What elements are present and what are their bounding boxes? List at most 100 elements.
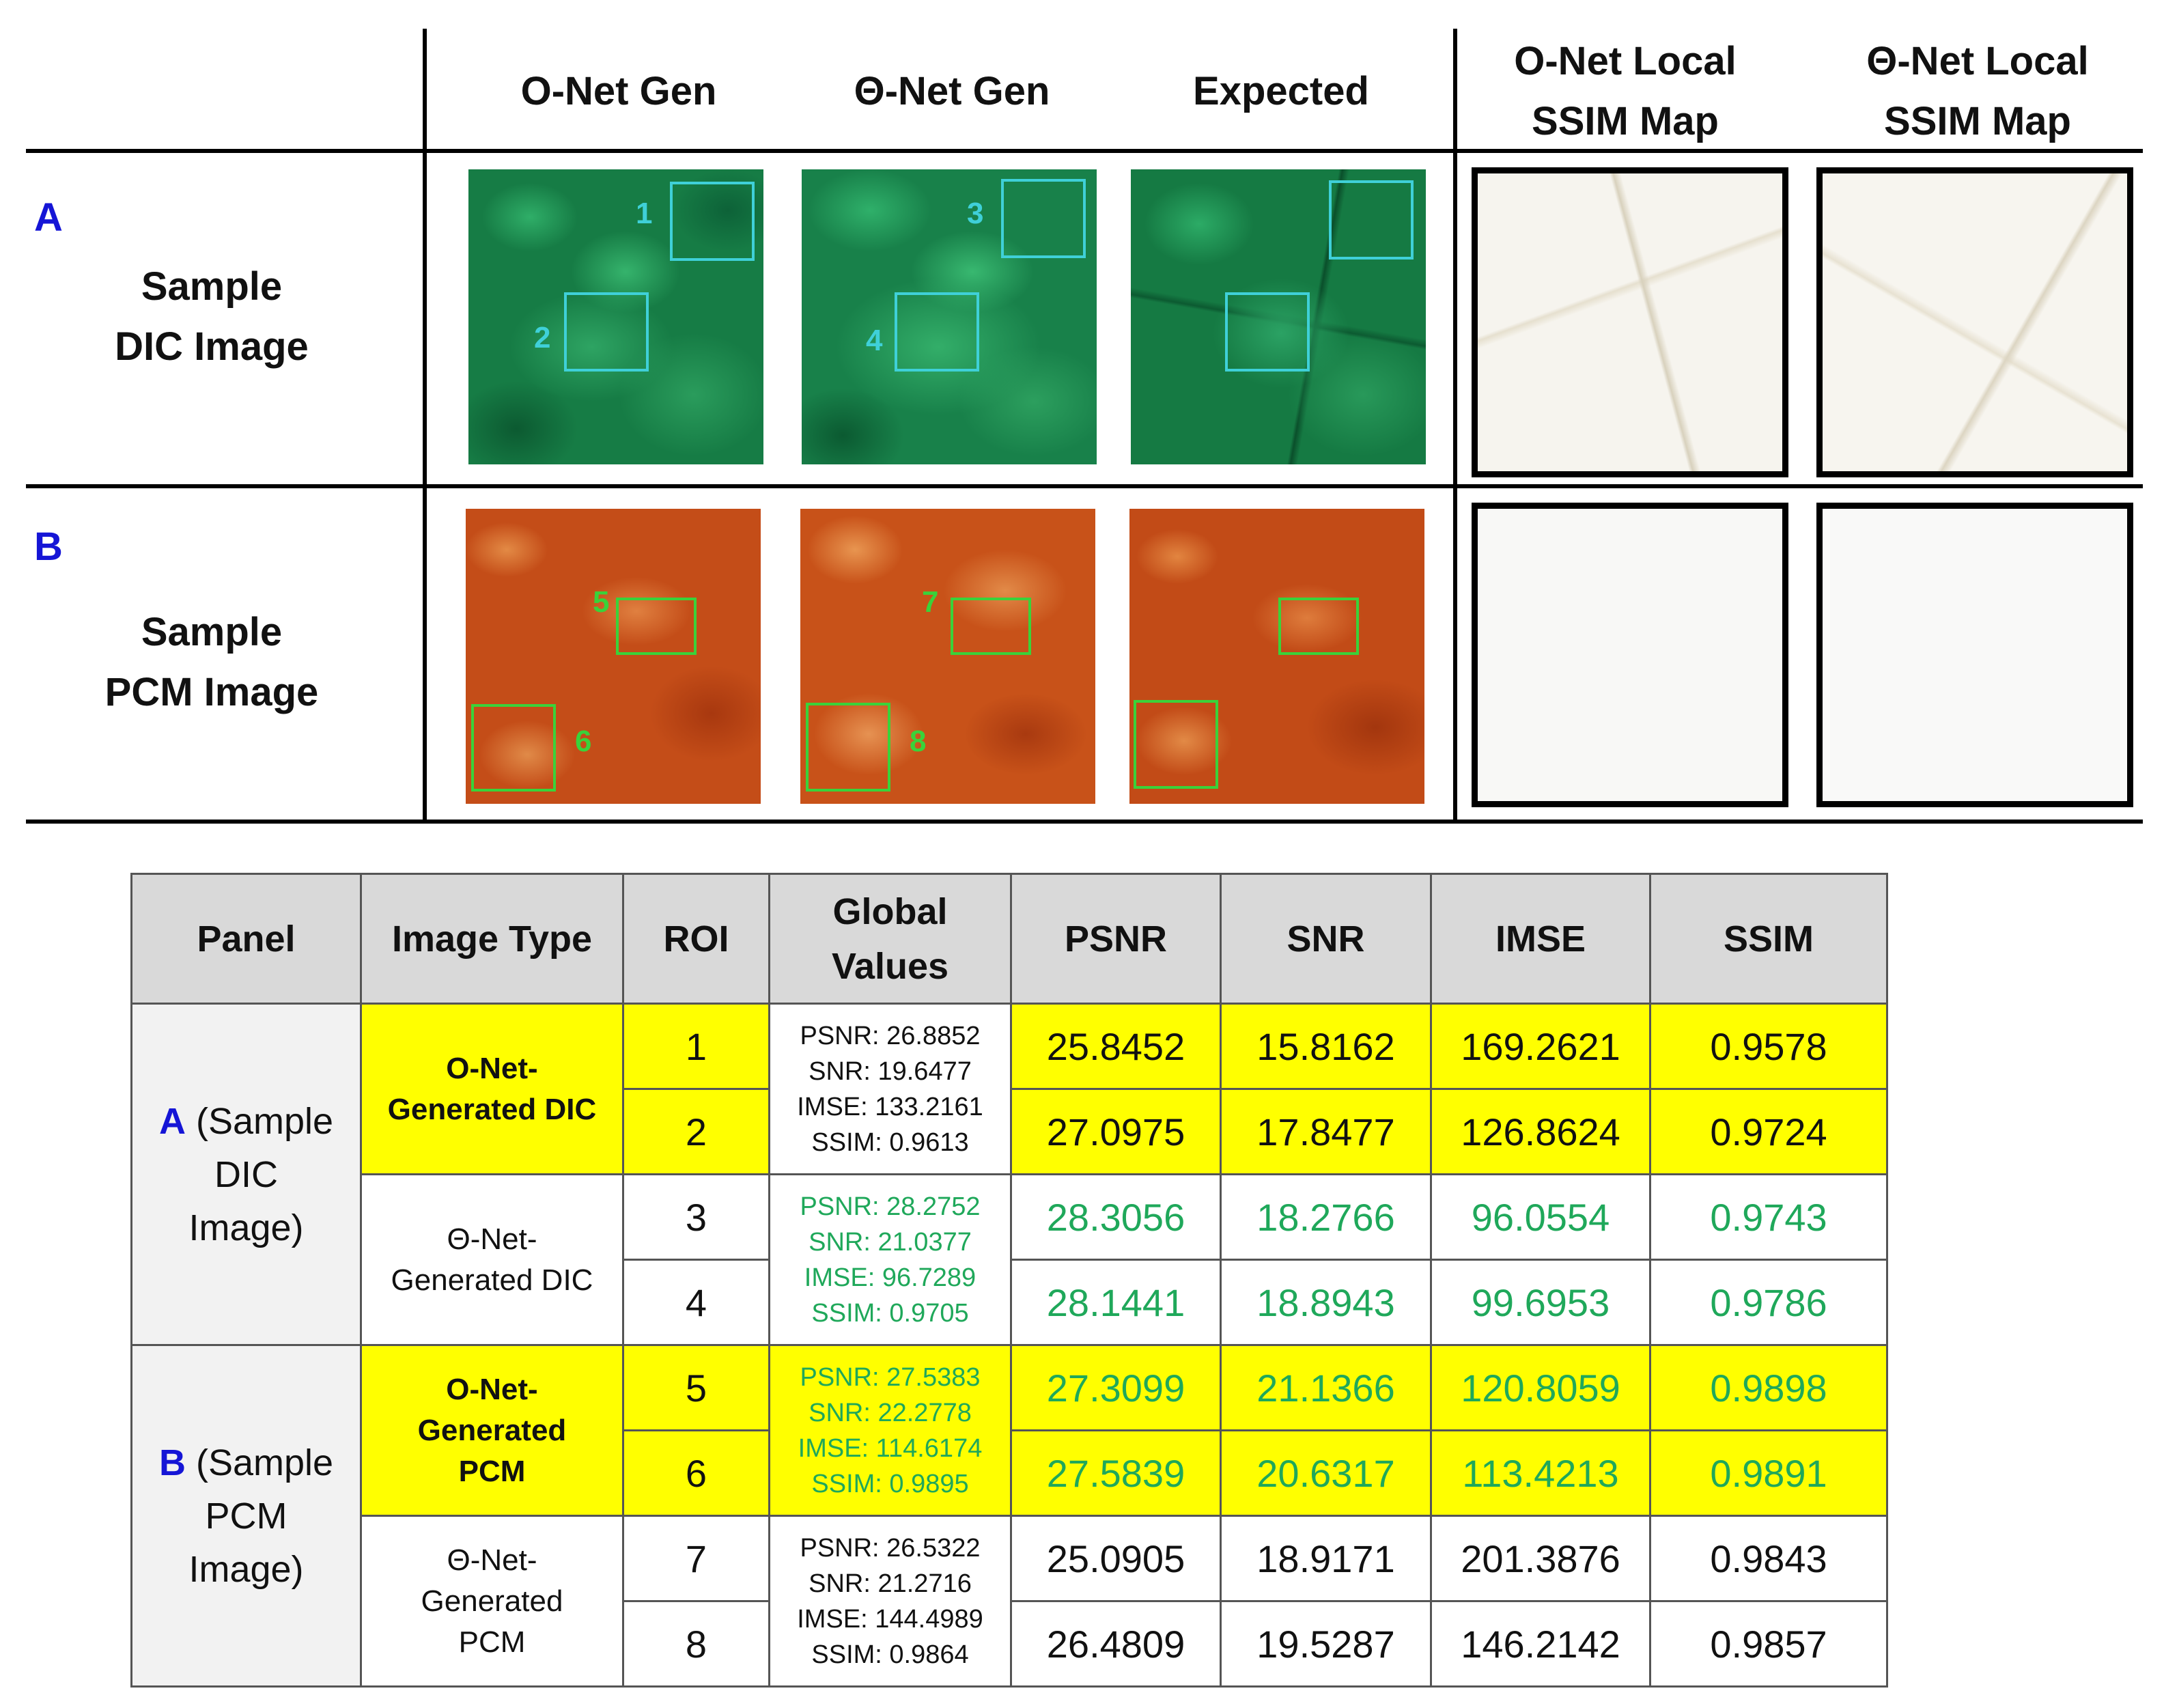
- roi-cell: 1: [622, 1003, 770, 1090]
- pcm-theta-net-gen-image: 7 8: [800, 509, 1095, 804]
- header-snr: SNR: [1220, 873, 1432, 1005]
- psnr-cell: 27.5839: [1010, 1429, 1222, 1517]
- panel-b-text1: (Sample: [185, 1442, 334, 1483]
- roi-box-expected-a1: [1329, 180, 1414, 260]
- roi-cell: 3: [622, 1173, 770, 1261]
- ssim-cell: 0.9724: [1649, 1088, 1888, 1175]
- roi-box-8: [806, 703, 890, 792]
- pcm-theta-net-ssim-map: [1816, 503, 2133, 807]
- imse-cell: 146.2142: [1430, 1600, 1651, 1688]
- global-imse: IMSE: 96.7289: [804, 1263, 976, 1292]
- global-imse: IMSE: 144.4989: [797, 1604, 983, 1634]
- snr-cell: 21.1366: [1220, 1344, 1432, 1431]
- imse-cell: 120.8059: [1430, 1344, 1651, 1431]
- global-ssim: SSIM: 0.9613: [811, 1128, 969, 1157]
- header-image-type: Image Type: [360, 873, 624, 1005]
- global-snr: SNR: 22.2778: [809, 1398, 972, 1427]
- panel-a-line3: Image): [188, 1207, 304, 1248]
- roi-label-1: 1: [636, 197, 653, 230]
- roi-cell: 5: [622, 1344, 770, 1431]
- global-ssim: SSIM: 0.9705: [811, 1298, 969, 1328]
- pcm-o-net-ssim-map: [1472, 503, 1788, 807]
- results-table: Panel Image Type ROI Global Values PSNR …: [130, 873, 1888, 1688]
- global-psnr: PSNR: 27.5383: [800, 1362, 981, 1392]
- ssim-cell: 0.9891: [1649, 1429, 1888, 1517]
- roi-box-6: [471, 704, 556, 792]
- ssim-cell: 0.9857: [1649, 1600, 1888, 1688]
- dic-theta-net-ssim-map: [1816, 167, 2133, 477]
- global-values-o-net-pcm: PSNR: 27.5383 SNR: 22.2778 IMSE: 114.617…: [768, 1344, 1012, 1517]
- psnr-cell: 27.3099: [1010, 1344, 1222, 1431]
- table-row: Θ-Net- Generated DIC 3 PSNR: 28.2752 SNR…: [132, 1173, 1888, 1346]
- panel-a-letter: A: [158, 1100, 186, 1142]
- roi-box-2: [564, 292, 649, 372]
- ssim-cell: 0.9898: [1649, 1344, 1888, 1431]
- pcm-expected-image: [1129, 509, 1424, 804]
- figure-right-divider: [1453, 29, 1457, 824]
- table-row: Θ-Net- Generated PCM 7 PSNR: 26.5322 SNR…: [132, 1515, 1888, 1688]
- psnr-cell: 25.8452: [1010, 1003, 1222, 1090]
- ssim-cell: 0.9843: [1649, 1515, 1888, 1602]
- snr-cell: 18.2766: [1220, 1173, 1432, 1261]
- header-ssim: SSIM: [1649, 873, 1888, 1005]
- panel-a-text1: (Sample: [185, 1100, 334, 1142]
- roi-box-expected-b2: [1134, 700, 1218, 789]
- global-imse: IMSE: 114.6174: [798, 1433, 983, 1463]
- panel-a-line1: A (Sample: [132, 1095, 360, 1148]
- image-type-theta-net-dic: Θ-Net- Generated DIC: [360, 1173, 624, 1346]
- roi-box-1: [670, 182, 755, 261]
- roi-cell: 6: [622, 1429, 770, 1517]
- figure-mid-rule: [26, 484, 2143, 488]
- roi-label-5: 5: [593, 585, 610, 619]
- image-type-line1: O-Net-: [446, 1051, 538, 1085]
- roi-cell: 2: [622, 1088, 770, 1175]
- col-header-o-net-ssim: O-Net Local SSIM Map: [1461, 31, 1789, 152]
- image-type-line3: PCM: [458, 1625, 526, 1659]
- panel-b-line1: B (Sample: [132, 1436, 360, 1489]
- psnr-cell: 28.1441: [1010, 1259, 1222, 1346]
- roi-box-7: [951, 598, 1031, 655]
- roi-label-7: 7: [922, 585, 939, 619]
- image-type-line1: O-Net-: [446, 1372, 538, 1406]
- col-header-o-net-ssim-line2: SSIM Map: [1532, 99, 1719, 143]
- dic-o-net-gen-image: 1 2: [468, 169, 763, 464]
- dic-theta-net-gen-image: 3 4: [802, 169, 1097, 464]
- global-snr: SNR: 19.6477: [809, 1056, 972, 1086]
- roi-label-8: 8: [910, 725, 927, 758]
- row-letter-a: A: [34, 195, 63, 240]
- imse-cell: 99.6953: [1430, 1259, 1651, 1346]
- roi-label-2: 2: [534, 321, 551, 354]
- panel-a-line2: DIC: [214, 1153, 278, 1195]
- figure-left-divider: [423, 29, 427, 824]
- imse-cell: 126.8624: [1430, 1088, 1651, 1175]
- table-row: B (Sample PCM Image) O-Net- Generated PC…: [130, 1344, 1888, 1688]
- ssim-cell: 0.9578: [1649, 1003, 1888, 1090]
- table-header-row: Panel Image Type ROI Global Values PSNR …: [130, 873, 1888, 1005]
- roi-label-6: 6: [575, 725, 592, 758]
- header-roi: ROI: [622, 873, 770, 1005]
- table-row: 6 27.5839 20.6317 113.4213 0.9891: [132, 1429, 1888, 1517]
- psnr-cell: 25.0905: [1010, 1515, 1222, 1602]
- snr-cell: 20.6317: [1220, 1429, 1432, 1517]
- roi-box-4: [895, 292, 979, 372]
- global-values-o-net-dic: PSNR: 26.8852 SNR: 19.6477 IMSE: 133.216…: [768, 1003, 1012, 1175]
- global-psnr: PSNR: 28.2752: [800, 1192, 981, 1221]
- snr-cell: 18.9171: [1220, 1515, 1432, 1602]
- row-label-a: Sample DIC Image: [68, 257, 355, 377]
- roi-box-3: [1001, 179, 1086, 258]
- panel-cell-b: B (Sample PCM Image): [130, 1344, 362, 1688]
- image-type-theta-net-pcm: Θ-Net- Generated PCM: [360, 1515, 624, 1688]
- image-type-line1: Θ-Net-: [447, 1222, 537, 1256]
- panel-b-line3: Image): [188, 1548, 304, 1590]
- col-header-o-net-ssim-line1: O-Net Local: [1514, 39, 1737, 83]
- roi-label-3: 3: [967, 197, 984, 230]
- col-header-theta-net-ssim-line2: SSIM Map: [1884, 99, 2071, 143]
- image-type-o-net-pcm: O-Net- Generated PCM: [360, 1344, 624, 1517]
- imse-cell: 201.3876: [1430, 1515, 1651, 1602]
- psnr-cell: 27.0975: [1010, 1088, 1222, 1175]
- roi-cell: 8: [622, 1600, 770, 1688]
- header-global-line1: Global: [832, 891, 948, 932]
- global-values-theta-net-dic: PSNR: 28.2752 SNR: 21.0377 IMSE: 96.7289…: [768, 1173, 1012, 1346]
- figure-bottom-rule: [26, 820, 2143, 824]
- pcm-o-net-gen-image: 5 6: [466, 509, 761, 804]
